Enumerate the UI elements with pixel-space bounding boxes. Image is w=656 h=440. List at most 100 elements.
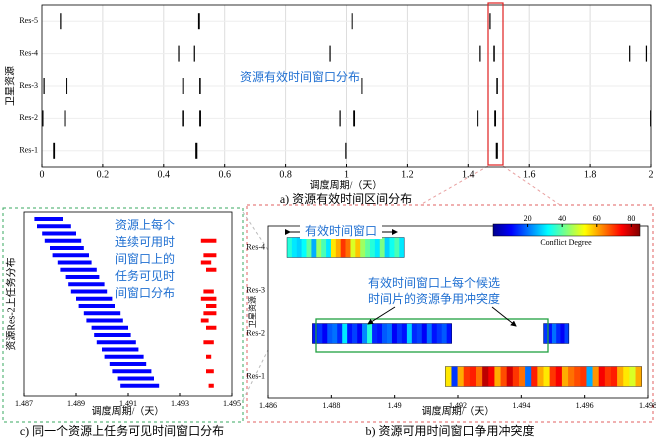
conflict-cell bbox=[296, 237, 302, 258]
conflict-cell bbox=[580, 366, 587, 387]
task-window bbox=[104, 354, 144, 359]
task-window bbox=[60, 267, 97, 272]
conflict-cell bbox=[537, 366, 544, 387]
highlight-box bbox=[315, 318, 549, 353]
conflict-cell bbox=[330, 237, 337, 258]
time-window bbox=[495, 142, 498, 159]
conflict-cell bbox=[311, 237, 317, 258]
task-window bbox=[203, 253, 217, 258]
conflict-cell bbox=[355, 237, 361, 258]
task-window bbox=[42, 231, 76, 236]
task-window bbox=[68, 282, 105, 287]
annotation: 间窗口分布 bbox=[115, 286, 175, 300]
conflict-cell bbox=[451, 366, 458, 387]
chart-title: b) 资源可用时间窗口争用冲突度 bbox=[366, 423, 535, 438]
conflict-cell bbox=[568, 366, 575, 387]
conflict-cell bbox=[635, 366, 642, 387]
task-window bbox=[203, 289, 214, 294]
y-axis-label: 卫星资源 bbox=[247, 296, 257, 328]
x-tick-label: 1.6 bbox=[523, 169, 536, 180]
y-tick-label: Res-5 bbox=[19, 16, 38, 25]
conflict-cell bbox=[610, 366, 618, 387]
plot-frame bbox=[23, 211, 233, 397]
conflict-cell bbox=[561, 366, 569, 387]
conflict-cell bbox=[394, 237, 400, 258]
conflict-cell bbox=[416, 323, 423, 344]
conflict-cell bbox=[574, 366, 581, 387]
task-window bbox=[112, 369, 152, 374]
time-window bbox=[353, 110, 356, 127]
time-window bbox=[193, 45, 195, 62]
annotation: 时间片的资源争用冲突度 bbox=[368, 291, 500, 306]
y-tick-label: Res-2 bbox=[246, 328, 265, 337]
time-window bbox=[494, 110, 497, 127]
y-tick-label: Res-4 bbox=[19, 48, 38, 57]
y-tick-label: Res-2 bbox=[19, 113, 38, 122]
conflict-cell bbox=[411, 323, 418, 344]
time-window bbox=[543, 323, 570, 344]
conflict-cell bbox=[389, 237, 395, 258]
conflict-cell bbox=[494, 366, 501, 387]
conflict-cell bbox=[500, 366, 507, 387]
x-tick-label: 1.493 bbox=[171, 399, 189, 408]
time-window bbox=[43, 78, 45, 94]
conflict-cell bbox=[592, 366, 600, 387]
conflict-cell bbox=[488, 366, 495, 387]
conflict-cell bbox=[374, 237, 381, 258]
conflict-cell bbox=[379, 237, 385, 258]
y-axis-label: 资源Res-2上任务分布 bbox=[4, 257, 17, 350]
task-window bbox=[200, 318, 209, 323]
task-window bbox=[50, 246, 84, 250]
conflict-cell bbox=[399, 237, 405, 258]
task-window bbox=[76, 296, 113, 301]
decorations bbox=[2, 165, 654, 423]
conflict-cell bbox=[352, 323, 358, 344]
x-tick-label: 1.487 bbox=[15, 399, 33, 408]
task-window bbox=[117, 376, 154, 381]
conflict-cell bbox=[436, 323, 443, 344]
time-window bbox=[199, 78, 201, 94]
annotation: 连续可用时 bbox=[115, 234, 175, 249]
time-window bbox=[496, 78, 498, 94]
conflict-cell bbox=[512, 366, 520, 387]
conflict-cell bbox=[357, 323, 363, 344]
conflict-cell bbox=[345, 237, 351, 258]
conflict-cell bbox=[372, 323, 378, 344]
conflict-cell bbox=[441, 323, 447, 344]
conflict-cell bbox=[543, 323, 549, 344]
conflict-cell bbox=[564, 323, 570, 344]
connector bbox=[242, 211, 269, 251]
time-window bbox=[650, 110, 652, 127]
time-window bbox=[345, 142, 347, 159]
conflict-cell bbox=[312, 323, 318, 344]
x-tick-label: 1.486 bbox=[259, 401, 277, 410]
x-tick-label: 2 bbox=[649, 169, 654, 180]
conflict-cell bbox=[384, 237, 390, 258]
time-window bbox=[53, 142, 56, 159]
conflict-cell bbox=[555, 366, 563, 387]
conflict-cell bbox=[525, 366, 532, 387]
conflict-cell bbox=[629, 366, 636, 387]
time-window bbox=[60, 13, 62, 30]
plot-frame bbox=[267, 225, 649, 399]
chart-title: a) 资源有效时间区间分布 bbox=[280, 191, 412, 206]
conflict-cell bbox=[332, 323, 338, 344]
label-bg bbox=[300, 225, 382, 239]
x-axis-label: 调度周期/（天） bbox=[92, 404, 165, 417]
time-window bbox=[489, 13, 491, 30]
task-window bbox=[102, 347, 139, 352]
time-window bbox=[66, 78, 68, 94]
time-window bbox=[329, 45, 331, 62]
conflict-cell bbox=[382, 323, 388, 344]
conflict-cell bbox=[463, 366, 471, 387]
x-tick-label: 0.4 bbox=[158, 169, 171, 180]
conflict-cell bbox=[301, 237, 307, 258]
conflict-cell bbox=[367, 323, 373, 344]
annotation: 间窗口上的 bbox=[115, 251, 175, 266]
task-window bbox=[200, 296, 217, 301]
conflict-cell bbox=[335, 237, 342, 258]
conflict-cell bbox=[291, 237, 298, 258]
conflict-cell bbox=[547, 323, 553, 344]
conflict-cell bbox=[401, 323, 408, 344]
task-window bbox=[120, 383, 160, 388]
